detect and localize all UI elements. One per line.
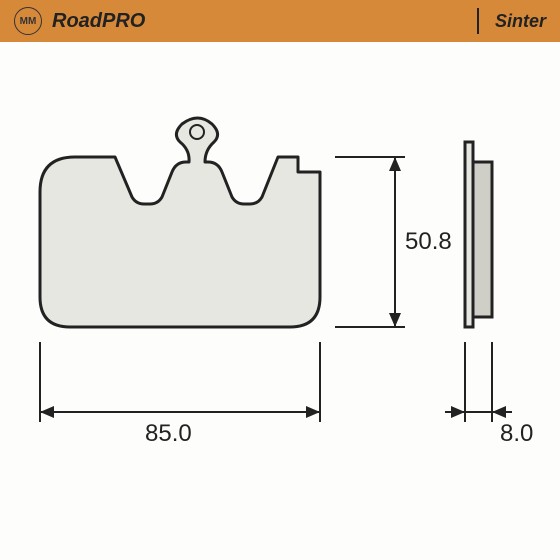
logo-text: MM xyxy=(20,16,37,27)
width-value: 85.0 xyxy=(145,420,192,448)
technical-drawing xyxy=(0,42,560,560)
header-right: Sinter xyxy=(477,8,546,34)
header-bar: MM RoadPRO Sinter xyxy=(0,0,560,42)
brand-logo-icon: MM xyxy=(14,7,42,35)
product-name-suffix: PRO xyxy=(102,10,145,32)
side-view xyxy=(465,142,492,327)
friction-pad-side xyxy=(473,162,492,317)
header-left: MM RoadPRO xyxy=(14,7,145,35)
header-separator xyxy=(477,8,479,34)
thickness-value: 8.0 xyxy=(500,420,533,448)
product-name: RoadPRO xyxy=(52,10,145,33)
diagram-area: 85.0 50.8 8.0 xyxy=(0,42,560,560)
product-name-prefix: Road xyxy=(52,10,102,32)
compound-label: Sinter xyxy=(495,11,546,32)
height-value: 50.8 xyxy=(405,228,452,256)
